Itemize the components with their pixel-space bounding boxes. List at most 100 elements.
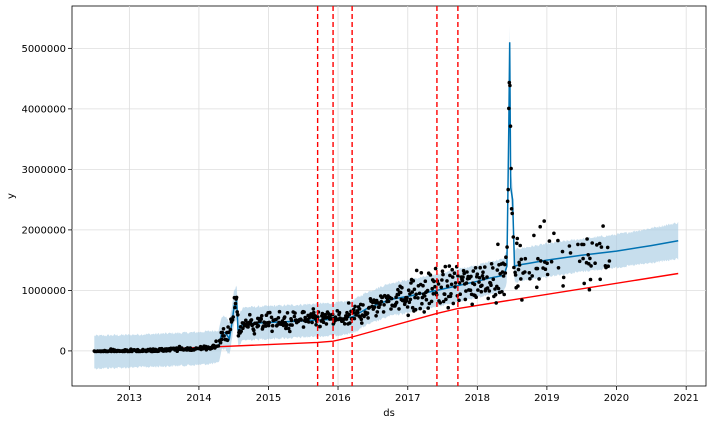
data-point [519, 277, 523, 281]
data-point [409, 281, 413, 285]
data-point [293, 311, 297, 315]
data-point [457, 281, 462, 285]
data-point [452, 271, 457, 276]
data-point [411, 279, 416, 283]
data-point [375, 310, 380, 314]
data-point [469, 274, 473, 279]
data-point [500, 290, 504, 294]
data-point [505, 245, 509, 249]
data-point [425, 288, 430, 293]
data-point [547, 239, 552, 243]
data-point [316, 315, 320, 319]
data-point [556, 238, 560, 243]
data-point [542, 219, 546, 223]
data-point [354, 313, 358, 317]
x-axis-ticks: 2013 2014 2015 2016 2017 2018 2019 2020 2021 [117, 386, 699, 404]
data-point [493, 287, 497, 291]
data-point [228, 327, 233, 332]
data-point [561, 284, 565, 288]
data-point [413, 307, 418, 312]
data-point [485, 286, 490, 290]
data-point [318, 324, 322, 329]
data-point [545, 261, 549, 266]
data-point [481, 270, 485, 275]
data-point [292, 314, 297, 319]
data-point [513, 273, 518, 277]
data-point [448, 273, 452, 278]
data-point [474, 295, 479, 300]
data-point [532, 233, 536, 238]
data-point [509, 207, 514, 211]
y-tick-label: 5000000 [21, 44, 66, 55]
data-point [289, 318, 294, 323]
data-point [288, 329, 292, 334]
data-point [236, 334, 241, 338]
data-point [301, 325, 306, 329]
data-point [260, 314, 264, 318]
data-point [496, 242, 500, 247]
data-point [423, 279, 428, 284]
data-point [441, 272, 445, 277]
data-point [480, 274, 485, 278]
data-point [299, 318, 304, 322]
data-point [576, 242, 580, 247]
data-point [398, 290, 403, 295]
data-point [359, 317, 364, 322]
data-point [535, 266, 540, 271]
data-point [451, 301, 456, 306]
data-point [244, 318, 248, 323]
data-point [231, 315, 235, 319]
data-point [447, 264, 452, 268]
data-point [461, 268, 466, 273]
data-point [465, 270, 469, 274]
x-axis-label: ds [383, 408, 395, 419]
data-point [495, 268, 500, 272]
x-tick-label: 2019 [534, 393, 559, 404]
data-point [222, 334, 226, 338]
data-point [588, 277, 593, 282]
data-point [252, 328, 256, 333]
data-point [486, 296, 491, 301]
data-point [220, 337, 224, 342]
data-point [268, 310, 272, 315]
data-point [226, 330, 231, 335]
data-point [478, 265, 483, 270]
data-point [446, 305, 451, 310]
data-point [581, 242, 586, 247]
trend-series [94, 272, 679, 353]
data-point [381, 310, 386, 314]
data-point [281, 323, 286, 328]
data-point [427, 301, 432, 306]
data-point [516, 267, 521, 272]
data-point [458, 292, 463, 297]
data-point [356, 310, 360, 315]
data-point [270, 329, 274, 334]
data-point [471, 269, 476, 273]
data-point [312, 310, 316, 315]
data-point [509, 166, 513, 171]
data-point [523, 270, 527, 274]
data-point [461, 275, 465, 279]
data-point [536, 256, 540, 261]
data-point [441, 299, 446, 304]
data-point [397, 307, 401, 311]
data-point [440, 269, 445, 274]
data-point [473, 266, 478, 270]
data-point [599, 245, 604, 249]
data-point [477, 276, 482, 280]
x-tick-label: 2014 [186, 393, 211, 404]
data-point [310, 320, 314, 325]
data-point [406, 313, 411, 318]
data-point [593, 261, 597, 266]
data-point [503, 262, 507, 267]
x-tick-label: 2017 [395, 393, 420, 404]
data-point [284, 326, 288, 331]
data-point [424, 297, 429, 302]
data-point [549, 259, 554, 264]
data-point [444, 297, 448, 302]
data-point [241, 326, 245, 331]
data-point [586, 253, 590, 257]
data-point [433, 266, 438, 271]
data-point [410, 290, 415, 294]
